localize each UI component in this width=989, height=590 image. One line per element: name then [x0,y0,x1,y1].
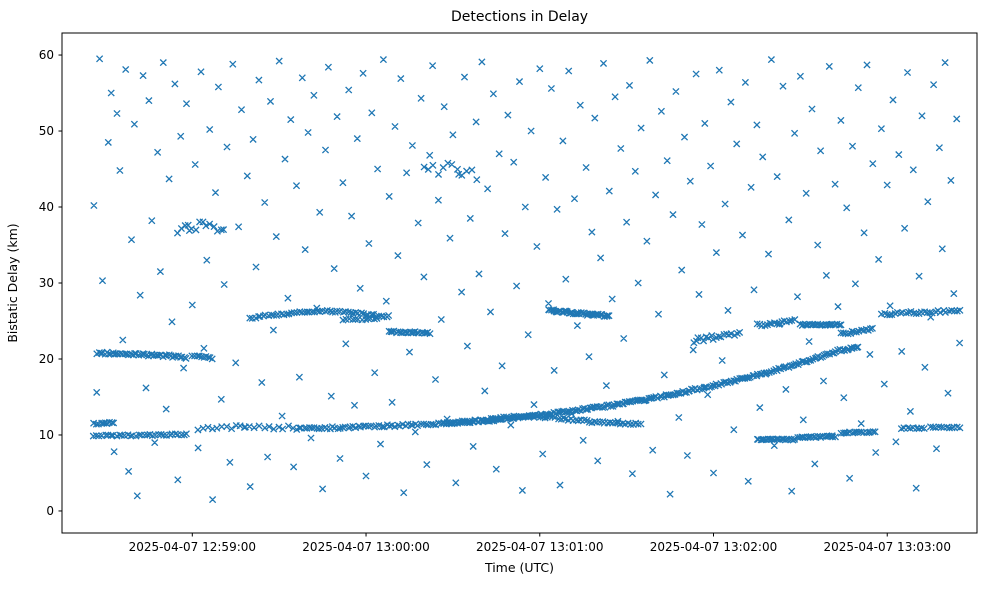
y-tick-label: 60 [39,48,54,62]
chart-title: Detections in Delay [451,9,588,25]
y-tick-label: 40 [39,200,54,214]
x-tick-label: 2025-04-07 13:03:00 [824,540,951,554]
y-tick-label: 30 [39,276,54,290]
y-tick-label: 20 [39,352,54,366]
y-axis-label: Bistatic Delay (km) [5,223,20,342]
y-tick-label: 10 [39,428,54,442]
x-axis-label: Time (UTC) [484,560,554,575]
y-tick-label: 50 [39,124,54,138]
x-tick-label: 2025-04-07 13:01:00 [476,540,603,554]
x-tick-label: 2025-04-07 13:00:00 [302,540,429,554]
y-tick-label: 0 [46,504,54,518]
x-tick-label: 2025-04-07 13:02:00 [650,540,777,554]
scatter-points [89,55,964,504]
x-tick-label: 2025-04-07 12:59:00 [129,540,256,554]
